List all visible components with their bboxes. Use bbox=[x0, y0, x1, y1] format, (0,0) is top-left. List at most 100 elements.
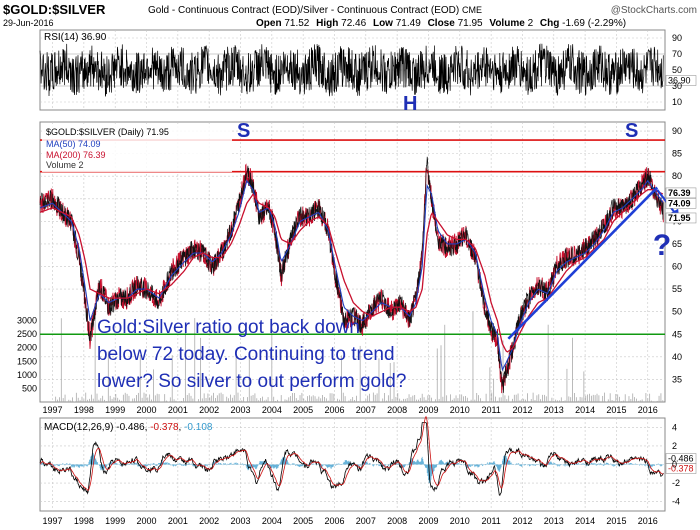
rsi-tick-label: 70 bbox=[672, 49, 682, 59]
chart-symbol: $GOLD:$SILVER bbox=[3, 2, 106, 17]
x-tick-label-macd: 1997 bbox=[43, 516, 63, 526]
rsi-legend-label: RSI(14) bbox=[44, 32, 78, 43]
x-tick-label: 1998 bbox=[74, 405, 94, 415]
ma200-legend-value: 76.39 bbox=[83, 150, 106, 160]
x-tick-label-macd: 2006 bbox=[324, 516, 344, 526]
ma50-legend-value: 74.09 bbox=[78, 139, 101, 149]
x-tick-label-macd: 2007 bbox=[356, 516, 376, 526]
price-tick-label: 60 bbox=[672, 262, 682, 272]
chart-description: Gold - Continuous Contract (EOD)/Silver … bbox=[148, 5, 482, 16]
volume-bars bbox=[55, 311, 664, 402]
close-value: 71.95 bbox=[458, 18, 483, 29]
x-tick-label-macd: 2013 bbox=[544, 516, 564, 526]
ohlc-readout: Open 71.52 High 72.46 Low 71.49 Close 71… bbox=[256, 18, 626, 29]
price-tag: 74.09 bbox=[668, 198, 691, 208]
macd-lines: -0.486-0.378 bbox=[39, 415, 697, 496]
macd-value-1: -0.486 bbox=[116, 422, 145, 433]
x-tick-label-macd: 2012 bbox=[512, 516, 532, 526]
rsi-line: 36.90 bbox=[39, 43, 697, 97]
right-shoulder-label: S bbox=[625, 120, 638, 142]
volume-value: 2 bbox=[528, 18, 534, 29]
note-line-1: Gold:Silver ratio got back down bbox=[97, 317, 360, 338]
price-tag: 71.95 bbox=[668, 213, 691, 223]
rsi-tick-label: 90 bbox=[672, 33, 682, 43]
price-tag-box bbox=[665, 187, 697, 199]
x-tick-label: 2008 bbox=[387, 405, 407, 415]
price-legend-symbol: $GOLD:$SILVER (Daily) 71.95 bbox=[46, 127, 169, 137]
price-legend-box bbox=[42, 126, 232, 172]
volume-legend: Volume 2 bbox=[46, 160, 84, 170]
x-tick-label: 2004 bbox=[262, 405, 282, 415]
x-tick-label-macd: 2008 bbox=[387, 516, 407, 526]
price-legend-symbol-text: $GOLD:$SILVER (Daily) bbox=[46, 127, 144, 137]
high-label: High bbox=[316, 18, 338, 29]
x-tick-label-macd: 2010 bbox=[450, 516, 470, 526]
x-tick-label-macd: 2004 bbox=[262, 516, 282, 526]
question-mark: ? bbox=[653, 229, 671, 262]
volume-tick-label: 1000 bbox=[17, 370, 37, 380]
ma50-legend: MA(50) 74.09 bbox=[46, 139, 101, 149]
x-tick-label-macd: 1998 bbox=[74, 516, 94, 526]
note-line-2: below 72 today. Continuing to trend bbox=[97, 344, 395, 365]
x-tick-label: 2010 bbox=[450, 405, 470, 415]
price-line-black bbox=[39, 156, 664, 393]
price-tick-label: 50 bbox=[672, 307, 682, 317]
price-tick-label: 85 bbox=[672, 149, 682, 159]
x-tick-label: 2005 bbox=[293, 405, 313, 415]
chart-description-text: Gold - Continuous Contract (EOD)/Silver … bbox=[148, 5, 459, 16]
x-tick-label-macd: 2003 bbox=[230, 516, 250, 526]
macd-tag-box bbox=[665, 463, 697, 474]
x-tick-label-macd: 2005 bbox=[293, 516, 313, 526]
macd-tick-label: 0 bbox=[672, 460, 677, 470]
macd-legend: MACD(12,26,9) -0.486, -0.378, -0.108 bbox=[44, 422, 213, 433]
x-tick-label: 2007 bbox=[356, 405, 376, 415]
x-tick-label: 2009 bbox=[418, 405, 438, 415]
rsi-legend: RSI(14) 36.90 bbox=[44, 32, 107, 43]
ma200-line bbox=[39, 189, 664, 353]
price-tick-label: 45 bbox=[672, 329, 682, 339]
rsi-tick-label: 10 bbox=[672, 97, 682, 107]
price-tag-box bbox=[665, 212, 697, 224]
chart-date: 29-Jun-2016 bbox=[3, 18, 54, 28]
price-series bbox=[39, 156, 680, 394]
rsi-tick-label: 30 bbox=[672, 81, 682, 91]
open-value: 71.52 bbox=[284, 18, 309, 29]
x-tick-label-macd: 1999 bbox=[105, 516, 125, 526]
ma200-legend: MA(200) 76.39 bbox=[46, 150, 106, 160]
x-tick-label-macd: 2009 bbox=[418, 516, 438, 526]
price-tick-label: 35 bbox=[672, 374, 682, 384]
head-label: H bbox=[403, 93, 417, 115]
macd-tick-label: 4 bbox=[672, 422, 677, 432]
price-tick-label: 55 bbox=[672, 284, 682, 294]
macd-legend-label: MACD(12,26,9) bbox=[44, 422, 113, 433]
x-tick-label: 2016 bbox=[638, 405, 658, 415]
x-tick-label-macd: 2015 bbox=[606, 516, 626, 526]
x-tick-label: 2000 bbox=[137, 405, 157, 415]
support-trendline bbox=[507, 186, 659, 340]
rsi-tag: 36.90 bbox=[668, 75, 691, 85]
price-legend-value: 71.95 bbox=[146, 127, 169, 137]
low-label: Low bbox=[373, 18, 393, 29]
exchange-label: CME bbox=[462, 5, 482, 15]
ma50-line bbox=[39, 179, 664, 372]
volume-legend-label: Volume bbox=[46, 160, 76, 170]
x-tick-label: 1999 bbox=[105, 405, 125, 415]
price-legend: $GOLD:$SILVER (Daily) 71.95 MA(50) 74.09… bbox=[42, 126, 232, 172]
rsi-tick-label: 50 bbox=[672, 65, 682, 75]
close-label: Close bbox=[428, 18, 456, 29]
x-tick-label: 2006 bbox=[324, 405, 344, 415]
volume-tick-label: 1500 bbox=[17, 356, 37, 366]
stockcharts-watermark: @StockCharts.com bbox=[611, 5, 697, 16]
x-tick-label: 2002 bbox=[199, 405, 219, 415]
price-tick-label: 65 bbox=[672, 239, 682, 249]
x-tick-label-macd: 2016 bbox=[638, 516, 658, 526]
volume-tick-label: 2000 bbox=[17, 343, 37, 353]
x-tick-label: 2012 bbox=[512, 405, 532, 415]
volume-label: Volume bbox=[489, 18, 525, 29]
macd-tick-label: 2 bbox=[672, 441, 677, 451]
macd-tag: -0.486 bbox=[668, 454, 694, 464]
x-tick-label-macd: 2000 bbox=[137, 516, 157, 526]
macd-tick-label: -2 bbox=[672, 478, 680, 488]
x-tick-label: 2014 bbox=[575, 405, 595, 415]
left-shoulder-label: S bbox=[237, 120, 250, 142]
